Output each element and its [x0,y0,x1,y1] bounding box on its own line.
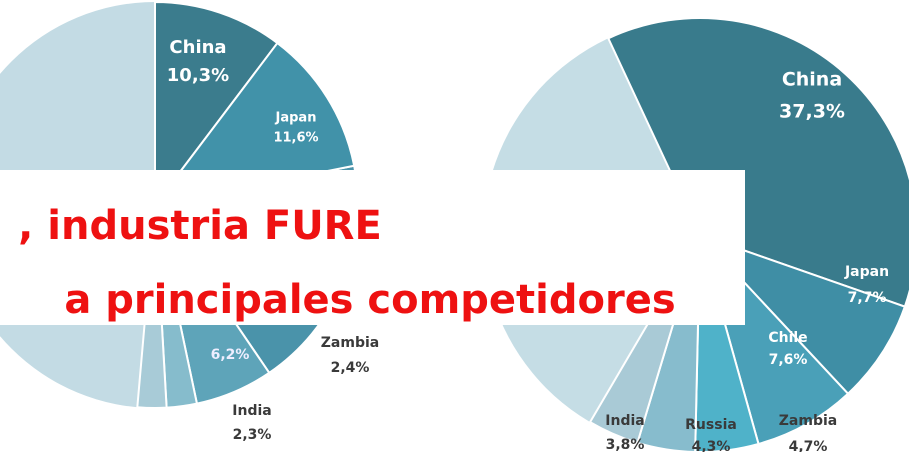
slice-label: Russia [685,417,737,433]
slice-value-label: 6,2% [211,347,250,363]
slice-label: India [232,403,271,419]
slice-label: Chile [768,330,807,346]
pie-slice [699,234,907,396]
slice-value-label: 10,3% [167,65,229,86]
slice-value-label: 2,4% [331,360,370,376]
slice-value-label: 3,8% [606,437,645,452]
overlay-line: a principales competidores [64,277,675,323]
slice-value-label: 4,7% [789,439,828,452]
pie-slice [154,0,279,208]
pie-slice [606,17,909,308]
slice-value-label: 7,6% [769,352,808,368]
overlay-line: , industria FURE [18,203,382,249]
slice-value-label: 7,7% [848,290,887,306]
slice-label: Japan [844,264,889,280]
slice-value-label: 2,3% [233,427,272,443]
slice-label: Zambia [321,335,379,351]
slice-value-label: 11,6% [273,131,318,146]
slice-label: China [169,37,226,58]
slice-label: China [782,69,842,91]
slice-value-label: 37,3% [779,101,845,123]
slice-label: India [605,413,644,429]
slice-value-label: 4,3% [692,439,731,452]
overlay-box [0,170,745,325]
slice-label: Zambia [779,413,837,429]
pie-slice [152,41,356,207]
slice-label: Japan [275,111,317,126]
